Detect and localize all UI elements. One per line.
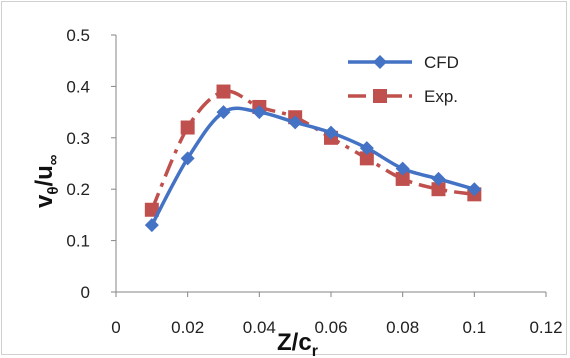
data-point: [395, 171, 410, 186]
data-point: [359, 151, 374, 166]
y-tick-label: 0.5: [66, 26, 90, 45]
data-point: [324, 125, 338, 140]
x-axis-title: Z/cr: [277, 329, 318, 358]
legend-entry-cfd: CFD: [348, 53, 459, 72]
y-tick-label: 0.1: [66, 232, 90, 251]
data-point: [431, 171, 446, 186]
data-point: [180, 151, 195, 166]
x-tick-label: 0.04: [243, 318, 276, 337]
data-point: [144, 202, 159, 217]
x-tick-label: 0.02: [171, 318, 204, 337]
legend-entry-exp: Exp.: [348, 87, 458, 106]
y-tick-label: 0.3: [66, 129, 90, 148]
data-point: [288, 115, 303, 130]
x-tick-label: 0.08: [386, 318, 419, 337]
series-cfd: [144, 105, 482, 233]
data-point: [431, 182, 446, 197]
data-point: [359, 141, 374, 156]
legend-marker: [373, 89, 387, 103]
data-point: [252, 105, 267, 120]
y-axis-title-sub1: θ: [45, 187, 62, 195]
legend: CFD Exp.: [348, 53, 459, 106]
x-tick-label: 0: [111, 318, 120, 337]
y-tick-label: 0.4: [66, 77, 90, 96]
x-axis-title-main: Z/c: [277, 329, 312, 356]
data-point: [467, 182, 482, 197]
series-line: [150, 89, 475, 211]
y-axis-title: vθ/u∞: [31, 154, 62, 208]
series-layer: [144, 84, 482, 233]
x-tick-label: 0.06: [314, 318, 347, 337]
data-point: [216, 105, 231, 120]
legend-marker: [373, 55, 387, 69]
axis-ticks: 0 0.1 0.2 0.3 0.4 0.5 0 0.02 0.04 0.06 0.08 0.1 0.12: [66, 26, 562, 337]
y-axis-title-main: v: [31, 194, 58, 208]
series-line: [150, 106, 475, 227]
plot-area: [115, 35, 546, 293]
data-point: [395, 161, 410, 176]
data-point: [216, 84, 231, 99]
legend-label: Exp.: [424, 87, 458, 106]
data-point: [144, 218, 159, 233]
x-axis-title-sub: r: [312, 343, 318, 358]
legend-label: CFD: [424, 53, 459, 72]
data-point: [180, 120, 195, 135]
x-tick-label: 0.12: [529, 318, 562, 337]
y-tick-label: 0.2: [66, 180, 90, 199]
x-tick-label: 0.1: [463, 318, 487, 337]
y-axis-title-sub2: ∞: [45, 154, 62, 165]
y-axis-title-mid: /u: [31, 165, 58, 186]
y-tick-label: 0: [81, 283, 90, 302]
